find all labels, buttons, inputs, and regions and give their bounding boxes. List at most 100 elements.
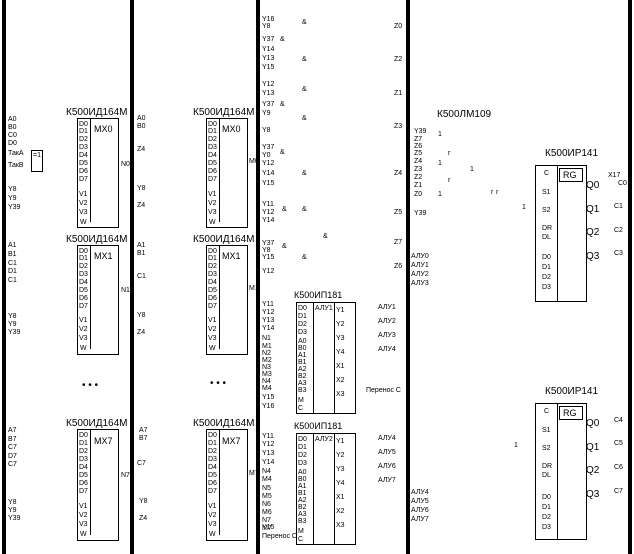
input-label: M2 [262,357,272,364]
input-label: АЛУ4 [411,489,429,496]
bus-line [406,0,410,554]
pin-label: A2 [298,366,307,373]
pin-label: V1 [208,317,217,324]
select-label: Y9 [8,321,17,328]
output-label: M0 [249,158,259,165]
pin-label: D2 [79,448,88,455]
pin-label: Y2 [336,452,345,459]
wire-mark: г [448,177,451,184]
input-label: M7 [262,525,272,532]
logic-value: 1 [438,160,442,167]
chip-title: К500ИД164М [66,107,128,118]
pin-label: V1 [79,503,88,510]
pin-label: B1 [298,490,307,497]
input-label: N5 [262,485,271,492]
input-label: D7 [8,453,17,460]
input-label: Z7 [414,136,423,143]
signal-label: Y13 [262,55,275,62]
pin-label: A3 [298,511,307,518]
signal-label: Y15 [262,254,275,261]
pin-label: D3 [542,524,551,531]
pin-label: V1 [79,191,88,198]
pin-divider [90,245,91,349]
mux-chip-body [77,118,119,228]
pin-label: D5 [79,472,88,479]
input-label: N6 [262,501,271,508]
gate-output: Z4 [394,170,403,177]
mux-label: MX1 [94,251,113,261]
output-label: N1 [121,287,130,294]
output-label: N0 [121,161,130,168]
pin-label: V1 [208,191,217,198]
output-pin: Q1 [586,442,600,453]
signal-label: Y0 [262,152,271,159]
pin-divider [219,245,220,349]
pin-label: D1 [208,128,217,135]
pin-label: Y2 [336,321,345,328]
pin-label: D3 [542,284,551,291]
pin-label: S1 [542,189,551,196]
output-label: АЛУ6 [378,463,396,470]
pin-divider [334,302,335,414]
input-label: M4 [262,476,272,483]
input-label: M1 [262,343,272,350]
gate-output: Z3 [394,123,403,130]
and-gate-symbol: & [302,170,307,177]
rg-block [559,406,583,420]
mux-label: MX1 [222,251,241,261]
output-pin: Q3 [586,251,600,262]
logic-value: 1 [470,166,474,173]
wire-mark: г [448,150,451,157]
chip-title: К500ИР141 [545,386,599,397]
input-label: N7 [262,517,271,524]
input-label: Y11 [262,301,274,308]
signal-label: Y12 [262,268,275,275]
xor-symbol: =1 [33,152,41,159]
select-label: Z4 [137,202,146,209]
pin-label: D5 [79,287,88,294]
pin-label: A1 [298,483,307,490]
carry-label: Перенос С [262,533,297,540]
signal-label: Y15 [262,64,275,71]
pin-label: V2 [208,326,217,333]
and-gate-symbol: & [302,56,307,63]
signal-label: Y37 [262,240,275,247]
signal-label: X17 [608,172,621,179]
pin-label: X2 [336,377,345,384]
pin-label: D1 [79,255,88,262]
input-label: D0 [8,140,17,147]
and-gate-symbol: & [302,86,307,93]
pin-label: B0 [298,345,307,352]
input-label: АЛУ3 [411,280,429,287]
pin-label: D3 [208,456,217,463]
pin-label: D4 [79,152,88,159]
gate-output: Z7 [394,239,403,246]
reg-chip-body [535,165,587,302]
mux-label: MX7 [94,436,113,446]
bus-line [130,0,134,554]
input-label: D1 [8,268,17,275]
pin-label: D1 [79,128,88,135]
gate-output: Z6 [394,263,403,270]
select-label: Y9 [8,507,17,514]
signal-label: Y14 [262,217,275,224]
signal-label: Y37 [262,36,275,43]
chip-label: АЛУ2 [315,436,333,443]
pin-label: C [298,405,304,412]
pin-label: D0 [542,254,551,261]
select-label: Y8 [137,312,146,319]
pin-label: Y3 [336,335,345,342]
pin-label: D1 [542,264,551,271]
logic-value: 1 [514,442,518,449]
chip-label: АЛУ1 [315,305,333,312]
select-label: Y8 [139,498,148,505]
pin-label: D6 [79,168,88,175]
input-label: Z5 [414,150,423,157]
pin-label: B0 [298,476,307,483]
logic-value: 1 [522,204,526,211]
mux-chip-body [77,245,119,355]
pin-label: W [209,345,216,352]
and-gate-symbol: & [302,115,307,122]
output-label: АЛУ1 [378,304,396,311]
pin-label: D4 [79,279,88,286]
